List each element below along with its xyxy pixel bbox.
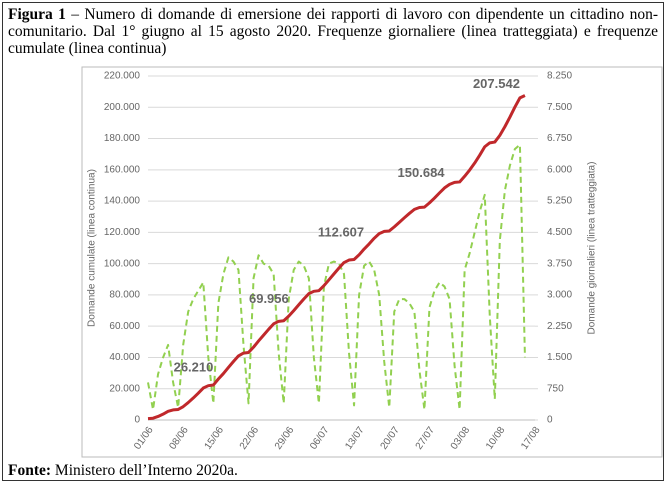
y-tick-label: 100.000 — [104, 258, 141, 269]
data-label: 150.684 — [398, 165, 446, 180]
chart-title: – Numero di domande di emersione dei rap… — [8, 6, 658, 57]
chart-border — [81, 66, 663, 458]
y-tick-label: 120.000 — [104, 227, 141, 238]
y-tick-label: 220.000 — [104, 71, 141, 82]
y-tick-label: 40.000 — [109, 352, 140, 363]
y-tick-label: 180.000 — [104, 133, 141, 144]
x-tick-label: 27/07 — [414, 425, 438, 452]
y2-tick-label: 3.000 — [547, 290, 572, 301]
source: Fonte: Ministero dell’Interno 2020a. — [8, 462, 238, 480]
y-axis-title: Domande cumulate (linea continua) — [87, 169, 98, 327]
figure-frame — [2, 2, 664, 481]
x-tick-label: 29/06 — [273, 425, 297, 452]
series-line — [147, 143, 526, 411]
y2-tick-label: 8.250 — [547, 71, 572, 82]
figure-label: Figura 1 — [8, 6, 66, 23]
x-tick-label: 08/06 — [167, 425, 191, 452]
y2-tick-label: 7.500 — [547, 102, 572, 113]
y2-tick-label: 6.750 — [547, 133, 572, 144]
y2-tick-label: 0 — [547, 415, 553, 426]
data-label: 26.210 — [174, 359, 214, 374]
x-tick-label: 06/07 — [308, 425, 332, 452]
y2-tick-label: 4.500 — [547, 227, 572, 238]
y-tick-label: 140.000 — [104, 196, 141, 207]
x-tick-label: 20/07 — [379, 425, 403, 452]
y-tick-label: 80.000 — [109, 290, 140, 301]
data-label: 112.607 — [318, 224, 364, 239]
x-tick-label: 03/08 — [449, 425, 473, 452]
y2-tick-label: 5.250 — [547, 196, 572, 207]
y2-tick-label: 750 — [547, 383, 564, 394]
x-tick-label: 17/08 — [519, 425, 543, 452]
x-tick-label: 15/06 — [203, 425, 227, 452]
x-tick-label: 13/07 — [343, 425, 367, 452]
caption: Figura 1 – Numero di domande di emersion… — [8, 6, 658, 57]
source-label: Fonte: — [8, 462, 52, 479]
y-tick-label: 0 — [134, 415, 140, 426]
y-tick-label: 160.000 — [104, 164, 141, 175]
y2-axis-title: Domande giornalieri (linea tratteggiata) — [587, 162, 598, 335]
series-line — [147, 94, 526, 421]
data-label: 69.956 — [249, 291, 289, 306]
y-tick-label: 20.000 — [109, 383, 140, 394]
y2-tick-label: 2.250 — [547, 321, 572, 332]
x-tick-label: 01/06 — [132, 425, 156, 452]
x-tick-label: 10/08 — [484, 425, 508, 452]
y-tick-label: 60.000 — [109, 321, 140, 332]
y2-tick-label: 6.000 — [547, 164, 572, 175]
x-tick-label: 22/06 — [238, 425, 262, 452]
y-tick-label: 200.000 — [104, 102, 141, 113]
y2-tick-label: 1.500 — [547, 352, 572, 363]
y2-tick-label: 3.750 — [547, 258, 572, 269]
data-label: 207.542 — [473, 76, 520, 91]
source-text: Ministero dell’Interno 2020a. — [54, 462, 238, 479]
